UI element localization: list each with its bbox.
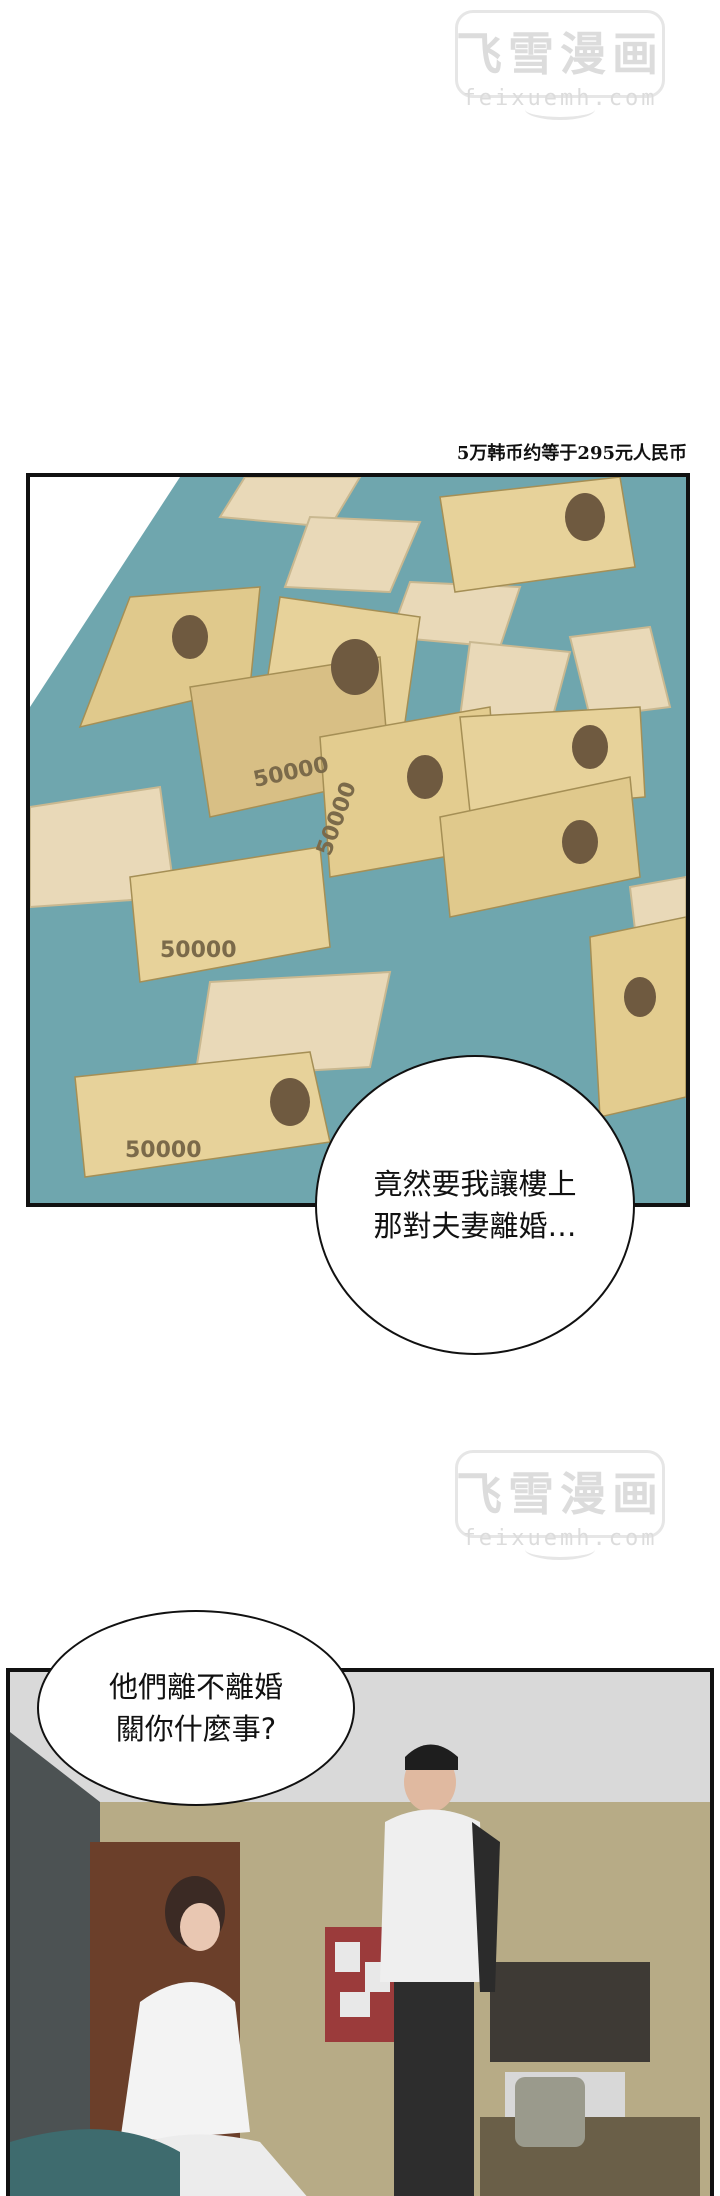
envelope: [193, 970, 392, 1079]
portrait: [270, 1078, 310, 1126]
room-illustration: [10, 1672, 710, 2196]
watermark-title: 飞雪漫画: [456, 27, 664, 81]
money-illustration: 50000 50000 50000 50000: [30, 477, 686, 1178]
woman-face: [180, 1903, 220, 1951]
speech-bubble-1: 竟然要我讓樓上 那對夫妻離婚…: [315, 1055, 635, 1355]
banknote-value: 50000: [160, 938, 237, 963]
watermark-top: 飞雪漫画 feixuemh.com: [445, 0, 675, 120]
man-jacket: [380, 1809, 485, 1982]
envelope: [283, 515, 422, 594]
portrait: [572, 725, 608, 769]
bed: [10, 2129, 180, 2196]
envelope: [568, 625, 672, 719]
panel-money: 50000 50000 50000 50000: [26, 473, 690, 1207]
banknote: [439, 477, 636, 593]
panel-room: [6, 1668, 714, 2196]
portrait: [172, 615, 208, 659]
banknote-value: 50000: [125, 1138, 202, 1163]
watermark-frame: [455, 1450, 665, 1538]
bubble-line: 那對夫妻離婚…: [373, 1209, 577, 1243]
watermark-frame: [455, 10, 665, 98]
woman-dress: [120, 1982, 250, 2142]
watermark-title: 飞雪漫画: [456, 1467, 664, 1521]
speech-bubble-2: 他們離不離婚 關你什麼事?: [37, 1610, 355, 1806]
note: [340, 1992, 370, 2017]
man-sleeve: [472, 1822, 500, 1992]
watermark-ornament: [525, 1539, 595, 1560]
portrait: [407, 755, 443, 799]
man-pants: [394, 1982, 474, 2196]
banknote: [439, 776, 641, 918]
watermark-site: feixuemh.com: [462, 1526, 658, 1551]
portrait: [565, 493, 605, 541]
bubble-line: 關你什麼事?: [115, 1712, 277, 1746]
door-left: [10, 1732, 100, 2196]
shelf: [490, 1962, 650, 2062]
man-hair: [405, 1744, 458, 1770]
wall-corner: [30, 477, 180, 707]
note: [335, 1942, 360, 1972]
watermark-middle: 飞雪漫画 feixuemh.com: [445, 1440, 675, 1560]
desk: [480, 2117, 700, 2196]
banknote: [589, 916, 686, 1118]
chair: [515, 2077, 585, 2147]
portrait: [331, 639, 379, 695]
banknote: [129, 846, 331, 983]
watermark-ornament: [525, 99, 595, 120]
currency-caption: 5万韩币约等于295元人民币: [456, 443, 687, 464]
portrait: [562, 820, 598, 864]
bubble-line: 竟然要我讓樓上: [373, 1167, 577, 1201]
bubble-line: 他們離不離婚: [108, 1670, 283, 1704]
watermark-site: feixuemh.com: [462, 86, 658, 111]
portrait: [624, 977, 656, 1017]
